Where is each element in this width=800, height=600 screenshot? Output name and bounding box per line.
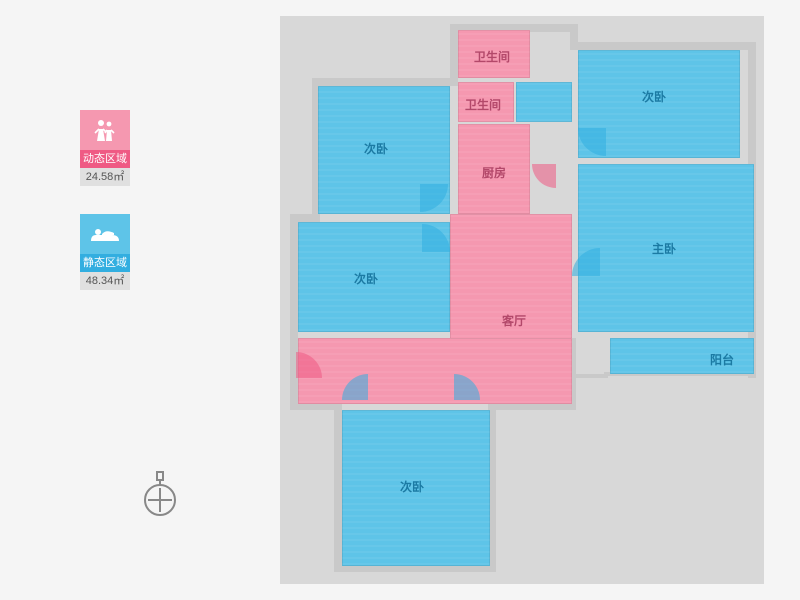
legend-static-value: 48.34㎡ — [80, 272, 130, 290]
wall — [334, 402, 342, 572]
wall — [450, 24, 458, 86]
legend-dynamic: 动态区域 24.58㎡ — [80, 110, 130, 186]
door-swing — [532, 164, 556, 188]
legend-dynamic-label: 动态区域 — [80, 150, 130, 168]
room-balc — [610, 338, 754, 374]
room-liv_ext — [298, 338, 572, 404]
door-swing — [572, 248, 600, 276]
wall — [290, 214, 298, 410]
legend: 动态区域 24.58㎡ 静态区域 48.34㎡ — [80, 110, 140, 318]
wall — [568, 374, 608, 378]
room-bath2 — [458, 82, 514, 122]
room-master — [578, 164, 754, 332]
wall — [312, 78, 452, 86]
legend-static-label: 静态区域 — [80, 254, 130, 272]
compass-icon — [140, 470, 180, 520]
wall — [570, 42, 756, 50]
people-icon — [80, 110, 130, 150]
legend-static: 静态区域 48.34㎡ — [80, 214, 130, 290]
room-bath1 — [458, 30, 530, 78]
room-bath2b — [516, 82, 572, 122]
floor-plan: 次卧次卧次卧次卧主卧阳台客厅厨房卫生间卫生间 — [280, 16, 764, 584]
room-kitch — [458, 124, 530, 214]
legend-dynamic-value: 24.58㎡ — [80, 168, 130, 186]
sleep-icon — [80, 214, 130, 254]
room-bed2c — [342, 410, 490, 566]
